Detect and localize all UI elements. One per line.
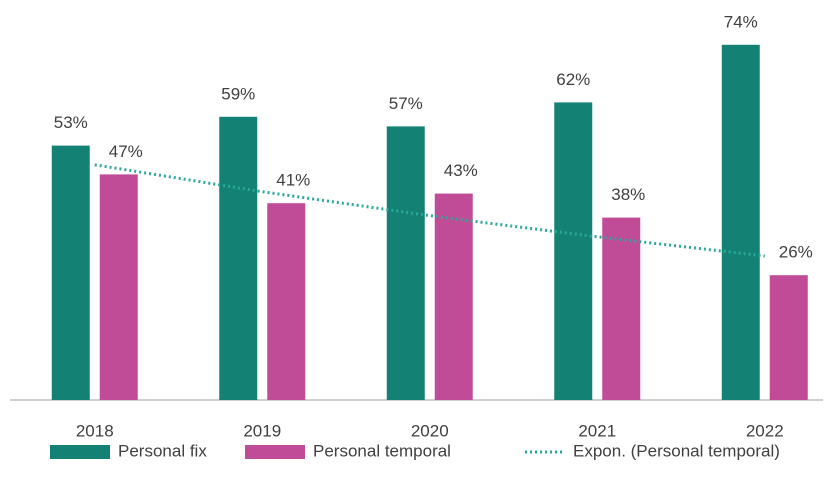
x-tick-label: 2019 (243, 421, 281, 440)
x-tick-label: 2018 (76, 421, 114, 440)
bar (267, 203, 306, 400)
legend-label: Expon. (Personal temporal) (573, 441, 780, 460)
data-label: 57% (389, 94, 423, 113)
data-label: 41% (276, 171, 310, 190)
bar (602, 217, 641, 400)
trend-line (94, 163, 765, 258)
bar (721, 44, 760, 401)
data-label: 26% (779, 243, 813, 262)
bar (386, 126, 425, 401)
bar (769, 275, 808, 400)
data-label: 59% (221, 84, 255, 103)
data-label: 62% (556, 70, 590, 89)
data-label: 74% (724, 12, 758, 31)
legend-label: Personal temporal (313, 441, 451, 460)
x-tick-label: 2021 (578, 421, 616, 440)
legend-swatch (50, 445, 110, 459)
x-tick-label: 2020 (411, 421, 449, 440)
legend-label: Personal fix (118, 441, 207, 460)
bar (434, 193, 473, 400)
bar (554, 102, 593, 401)
data-label: 47% (109, 142, 143, 161)
bar (51, 145, 90, 400)
x-tick-label: 2022 (746, 421, 784, 440)
bar (99, 174, 138, 400)
data-label: 43% (444, 161, 478, 180)
legend-swatch (245, 445, 305, 459)
bar (219, 116, 258, 401)
data-label: 53% (54, 113, 88, 132)
data-label: 38% (611, 185, 645, 204)
